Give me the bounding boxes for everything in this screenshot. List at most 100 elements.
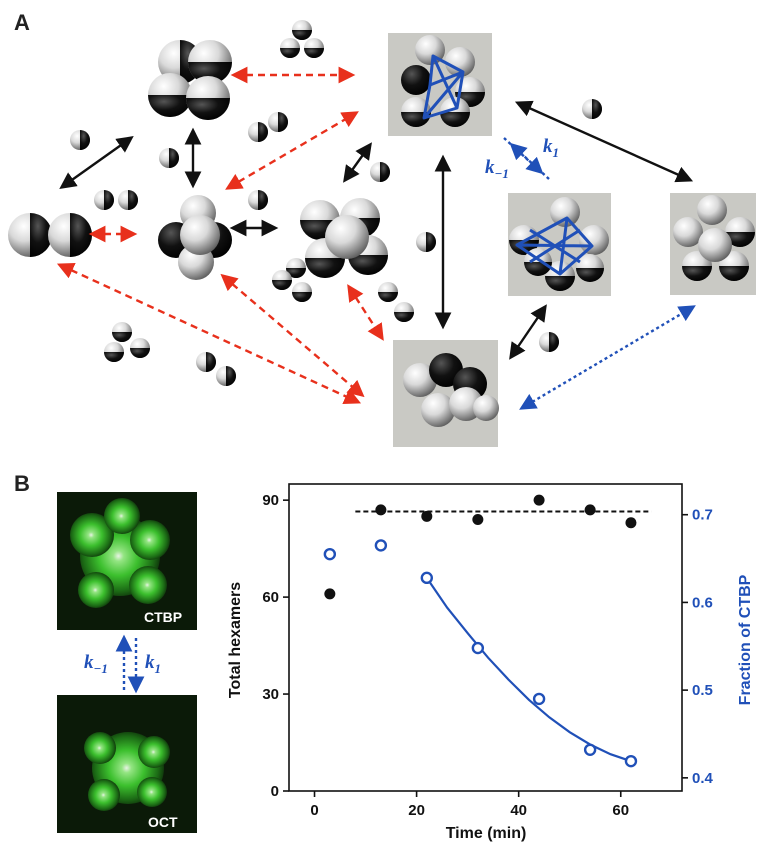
image-label-oct: OCT (148, 814, 178, 830)
panel-b-arrows (115, 634, 145, 694)
arrow-black-6 (514, 100, 694, 183)
point-fraction-ctbp (583, 743, 597, 756)
sphere (445, 47, 475, 77)
sphere (403, 363, 437, 397)
edges-top (422, 54, 465, 120)
point-total-hexamers (472, 514, 484, 526)
point-fraction-ctbp (374, 539, 388, 552)
sphere (280, 38, 300, 58)
panel-a-label: A (14, 10, 30, 35)
sphere (682, 251, 712, 281)
y2-tick-label: 0.4 (692, 770, 714, 787)
x-axis: 0 20 40 60 (310, 791, 629, 819)
arrow-black-4 (343, 142, 372, 183)
rate-kminus1-a: k−1 (485, 157, 509, 181)
y2-axis-label: Fraction of CTBP (737, 574, 754, 705)
sphere (304, 38, 324, 58)
y2-tick-label: 0.7 (692, 507, 713, 524)
sphere (130, 338, 150, 358)
sphere (272, 270, 292, 290)
image-label-ctbp: CTBP (144, 609, 182, 625)
polyhedron-edges (422, 54, 594, 276)
sphere (180, 215, 220, 255)
sphere (550, 197, 580, 227)
sphere (159, 148, 179, 168)
point-fraction-ctbp (624, 754, 638, 768)
sphere (268, 112, 288, 132)
x-axis-label: Time (min) (446, 825, 527, 842)
edges-octahedron (515, 216, 594, 276)
rate-k1-a: k1 (543, 136, 559, 160)
sphere (698, 228, 732, 262)
sphere (440, 97, 470, 127)
point-fraction-ctbp (532, 692, 546, 706)
y2-tick-label: 0.6 (692, 594, 713, 611)
sphere (104, 342, 124, 362)
microscopy-image-top: CTBP (57, 492, 197, 630)
point-total-hexamers (533, 494, 545, 506)
sphere (421, 393, 455, 427)
sphere (401, 65, 431, 95)
sphere (292, 20, 312, 40)
y-axis-left: 0 30 60 90 (262, 492, 289, 800)
sphere (576, 254, 604, 282)
y-axis-right: 0.4 0.5 0.6 0.7 (682, 507, 714, 787)
y-tick-label: 60 (262, 589, 279, 606)
point-total-hexamers (324, 588, 336, 600)
sphere (394, 302, 414, 322)
y-tick-label: 0 (271, 783, 279, 800)
arrow-red-6 (56, 262, 362, 405)
arrow-blue-3 (519, 305, 696, 410)
point-fraction-ctbp (420, 571, 434, 585)
sphere (248, 190, 268, 210)
sphere (539, 332, 559, 352)
sphere (673, 217, 703, 247)
microscopy-image-bottom: OCT (57, 695, 197, 833)
y-axis-label: Total hexamers (227, 582, 244, 698)
sphere (725, 217, 755, 247)
rate-kminus1-b: k−1 (84, 652, 108, 676)
sphere (118, 190, 138, 210)
red-arrows (56, 66, 384, 405)
x-tick-label: 40 (510, 802, 527, 819)
arrow-black-7 (509, 304, 547, 360)
sphere (94, 190, 114, 210)
fit-curve (425, 577, 632, 763)
sphere (697, 195, 727, 225)
sphere (112, 322, 132, 342)
panel-b-label: B (14, 471, 30, 496)
sphere (196, 352, 216, 372)
sphere-clusters (8, 20, 755, 427)
point-fraction-ctbp (471, 641, 485, 655)
arrow-red-5 (347, 284, 384, 341)
sphere (579, 225, 609, 255)
x-tick-label: 20 (408, 802, 425, 819)
blue-arrows (503, 137, 696, 410)
arrow-blue-2 (509, 142, 550, 180)
x-tick-label: 0 (310, 802, 318, 819)
data-points (323, 494, 638, 768)
point-total-hexamers (375, 504, 387, 516)
sphere (48, 213, 92, 257)
y-tick-label: 90 (262, 492, 279, 509)
rate-k1-b: k1 (145, 652, 161, 676)
sphere (248, 122, 268, 142)
point-total-hexamers (421, 510, 433, 522)
point-total-hexamers (625, 517, 637, 529)
x-tick-label: 60 (612, 802, 629, 819)
sphere (473, 395, 499, 421)
y-tick-label: 30 (262, 686, 279, 703)
sphere (70, 130, 90, 150)
point-total-hexamers (584, 504, 596, 516)
sphere (148, 73, 192, 117)
plot-frame (288, 483, 683, 792)
sphere (186, 76, 230, 120)
sphere (8, 213, 52, 257)
sphere (216, 366, 236, 386)
sphere (582, 99, 602, 119)
arrow-black-1 (59, 136, 134, 189)
sphere (370, 162, 390, 182)
sphere (719, 251, 749, 281)
sphere (378, 282, 398, 302)
